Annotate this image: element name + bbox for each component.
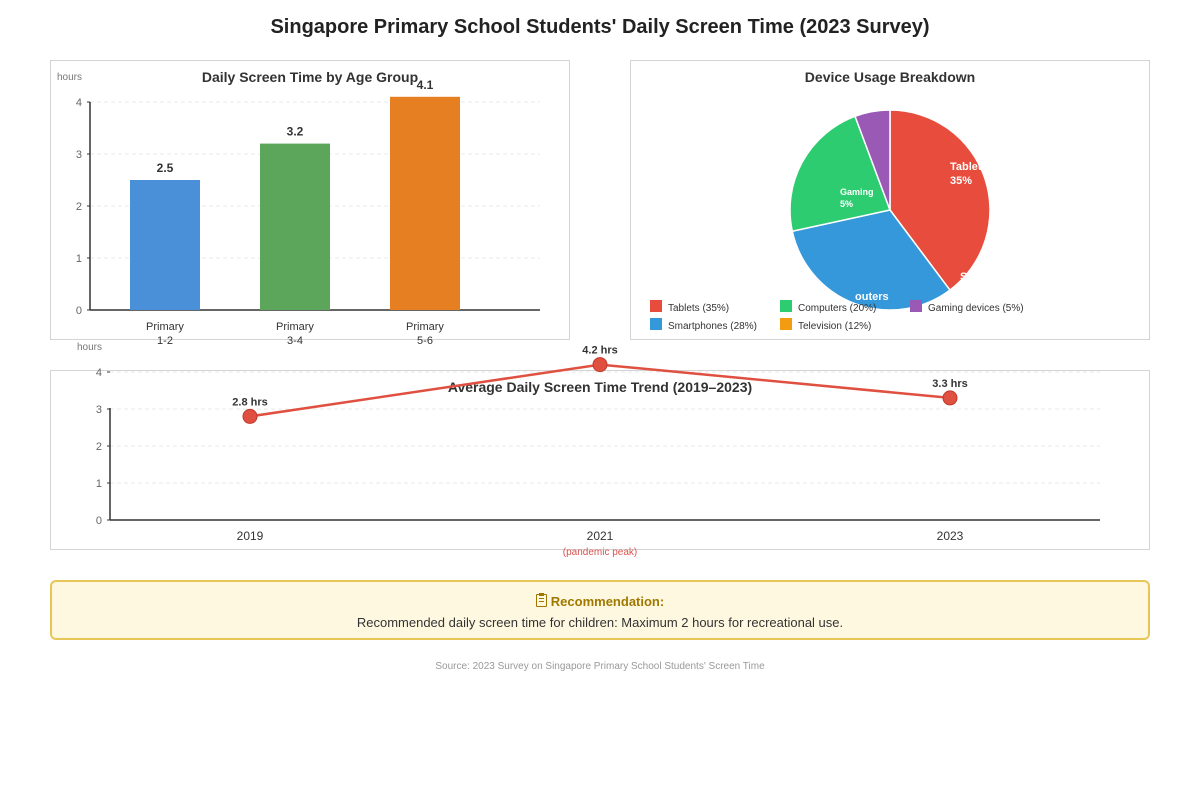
pie-legend-swatch xyxy=(910,300,922,312)
line-point-label: 3.3 hrs xyxy=(932,378,967,390)
pie-slice-pct: 5% xyxy=(840,199,853,209)
pie-legend-label: Gaming devices (5%) xyxy=(928,303,1024,314)
pie-slice-label: S xyxy=(960,271,967,283)
bar-y-tick-label: 3 xyxy=(76,149,82,161)
line-x-tick-label: 2021 xyxy=(587,529,614,543)
pie-legend-swatch xyxy=(780,318,792,330)
line-x-tick-label: 2023 xyxy=(937,529,964,543)
recommendation-box: Recommendation: Recommended daily screen… xyxy=(50,580,1150,640)
line-x-tick-label: 2019 xyxy=(237,529,264,543)
line-y-tick-label: 3 xyxy=(96,404,102,416)
bar-value-label: 4.1 xyxy=(417,78,434,92)
pie-slice xyxy=(791,209,951,311)
bar-value-label: 2.5 xyxy=(157,161,174,175)
line-y-tick-label: 1 xyxy=(96,478,102,490)
bar-y-tick-label: 2 xyxy=(76,201,82,213)
bar xyxy=(390,96,460,310)
pie-chart-title: Device Usage Breakdown xyxy=(805,69,975,85)
pie-legend-swatch xyxy=(650,318,662,330)
line-point-label: 2.8 hrs xyxy=(232,396,267,408)
bar xyxy=(260,143,330,310)
pie-slice xyxy=(854,109,891,211)
pie-legend-swatch xyxy=(780,300,792,312)
line-y-tick-label: 0 xyxy=(96,515,102,527)
bar-y-tick-label: 1 xyxy=(76,253,82,265)
pie-legend-label: Television (12%) xyxy=(798,321,871,332)
bar-y-tick-label: 0 xyxy=(76,305,82,317)
clipboard-icon xyxy=(535,593,547,607)
line-point-label: 4.2 hrs xyxy=(582,345,617,357)
bar-category-label: 1-2 xyxy=(157,335,173,347)
bar-category-label: Primary xyxy=(146,321,184,333)
line-point xyxy=(942,390,958,406)
recommendation-text: Recommended daily screen time for childr… xyxy=(356,615,844,630)
bar xyxy=(130,180,200,310)
line-chart-title: Average Daily Screen Time Trend (2019–20… xyxy=(448,379,752,395)
source-note: Source: 2023 Survey on Singapore Primary… xyxy=(435,661,765,672)
line-point xyxy=(592,357,608,373)
bar-category-label: 5-6 xyxy=(417,335,433,347)
line-point xyxy=(242,408,258,424)
line-y-tick-label: 2 xyxy=(96,441,102,453)
bar-y-tick-label: 4 xyxy=(76,97,82,109)
pie-legend-label: Computers (20%) xyxy=(798,303,876,314)
recommendation-title: Recommendation: xyxy=(52,593,1148,609)
bar-y-axis-label: hours xyxy=(57,72,82,83)
bar-category-label: Primary xyxy=(276,321,314,333)
pie-slice-pct: 35% xyxy=(950,175,972,187)
pie-slice-label: Gaming xyxy=(840,187,874,197)
bar-category-label: Primary xyxy=(406,321,444,333)
pie-slice-label: outers xyxy=(855,291,889,303)
pie-legend-swatch xyxy=(650,300,662,312)
page-title: Singapore Primary School Students' Daily… xyxy=(270,16,930,38)
bar-value-label: 3.2 xyxy=(287,125,304,139)
line-y-tick-label: 4 xyxy=(96,367,102,379)
pie-slice-label: Tablets xyxy=(950,161,988,173)
pie-legend-label: Tablets (35%) xyxy=(668,303,729,314)
pie-legend-label: Smartphones (28%) xyxy=(668,321,757,332)
recommendation-title-text: Recommendation: xyxy=(550,594,665,609)
line-x-note: (pandemic peak) xyxy=(563,547,637,558)
charts-svg: Daily Screen Time by Age Group hours 0 1 2 3 4… xyxy=(57,69,1100,558)
bar-category-label: 3-4 xyxy=(287,335,303,347)
pie-slice xyxy=(889,109,991,292)
bar-chart-title: Daily Screen Time by Age Group xyxy=(202,69,418,85)
line-y-axis-label: hours xyxy=(77,342,102,353)
